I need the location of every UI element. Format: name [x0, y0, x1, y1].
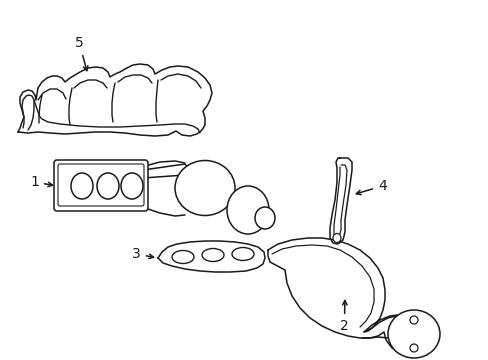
- Text: 1: 1: [30, 175, 53, 189]
- Ellipse shape: [202, 248, 224, 261]
- Polygon shape: [329, 158, 351, 244]
- Ellipse shape: [175, 161, 235, 216]
- Polygon shape: [142, 164, 190, 178]
- Polygon shape: [158, 241, 264, 272]
- Ellipse shape: [387, 310, 439, 358]
- FancyBboxPatch shape: [54, 160, 148, 211]
- Ellipse shape: [97, 173, 119, 199]
- Ellipse shape: [332, 234, 340, 243]
- Polygon shape: [18, 64, 212, 136]
- Text: 5: 5: [75, 36, 88, 71]
- Ellipse shape: [71, 173, 93, 199]
- Ellipse shape: [172, 251, 194, 264]
- Text: 3: 3: [132, 247, 153, 261]
- Ellipse shape: [254, 207, 274, 229]
- Ellipse shape: [226, 186, 268, 234]
- Ellipse shape: [409, 316, 417, 324]
- Text: 2: 2: [339, 301, 348, 333]
- Ellipse shape: [121, 173, 142, 199]
- Ellipse shape: [231, 248, 253, 261]
- Ellipse shape: [409, 344, 417, 352]
- Text: 4: 4: [356, 179, 386, 195]
- Polygon shape: [267, 238, 436, 355]
